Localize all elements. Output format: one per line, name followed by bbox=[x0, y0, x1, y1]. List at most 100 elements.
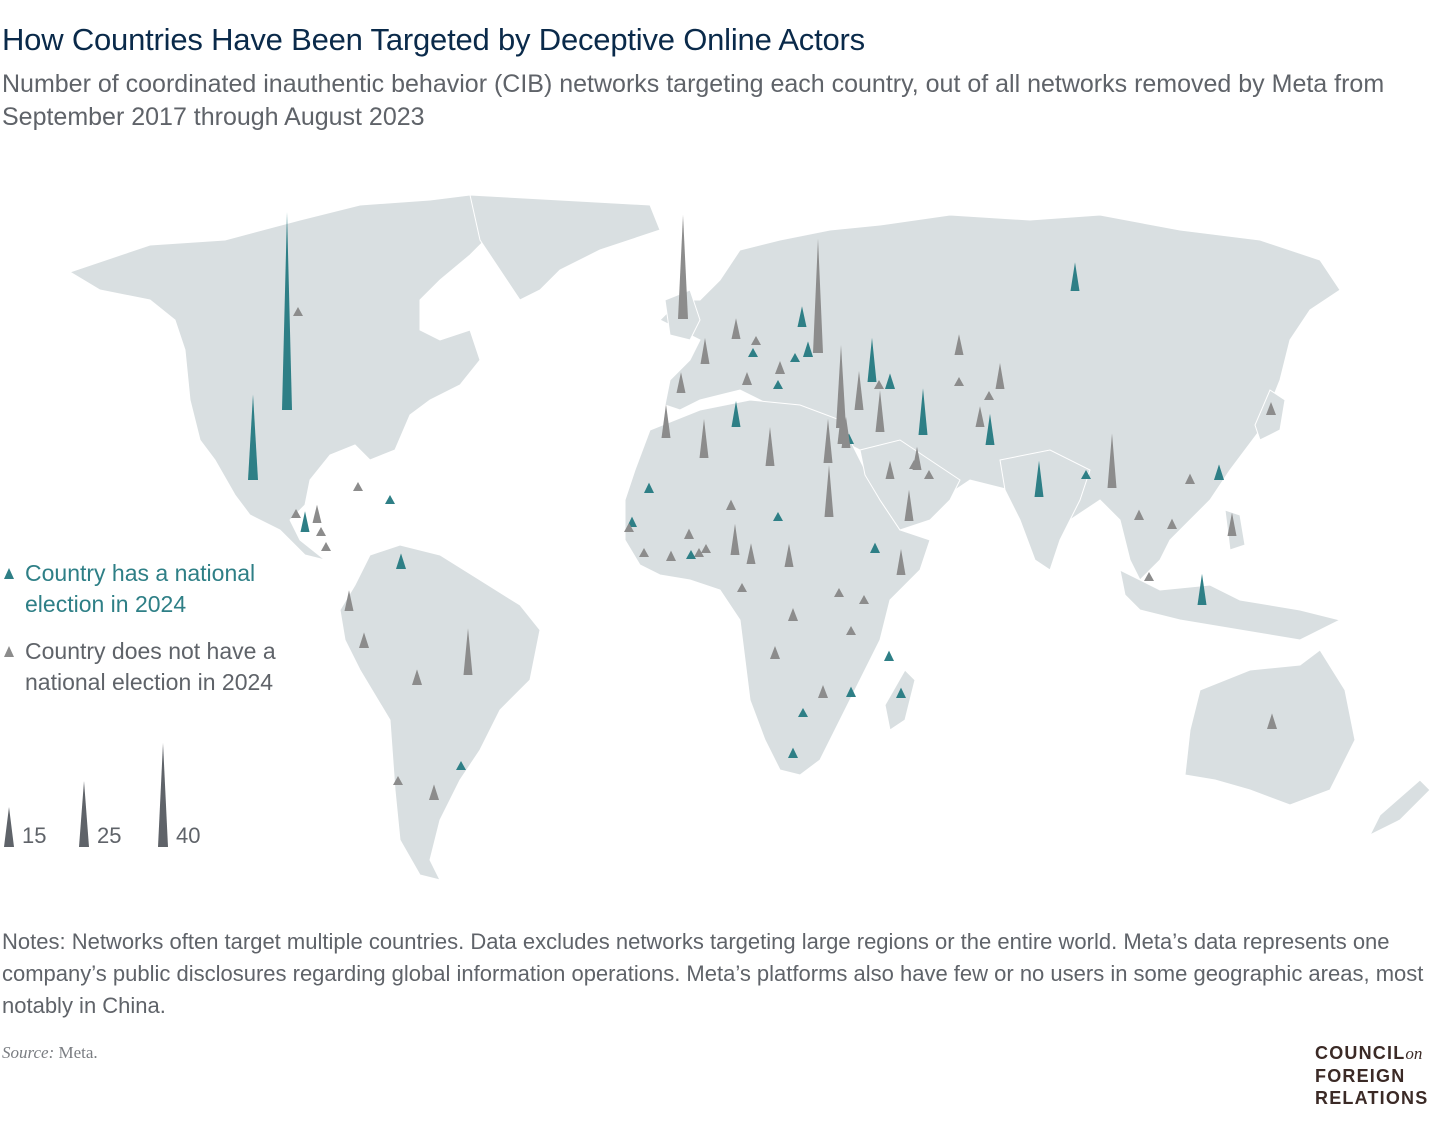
spike-sudan bbox=[824, 465, 834, 517]
scale-item-25: 25 bbox=[79, 781, 121, 847]
spike-15-icon bbox=[4, 807, 14, 847]
spike-russia bbox=[1070, 262, 1080, 291]
spike-ghana bbox=[686, 550, 696, 559]
spike-yemen bbox=[904, 489, 914, 521]
spike-guatemala bbox=[291, 509, 301, 518]
source-value: Meta. bbox=[58, 1043, 98, 1062]
spike-philippines bbox=[1227, 512, 1237, 536]
spike-dominican-republic bbox=[385, 495, 395, 504]
spike-kazakhstan bbox=[954, 334, 964, 355]
spike-malaysia bbox=[1144, 572, 1154, 581]
spike-sierra-leone bbox=[639, 548, 649, 557]
spike-mali bbox=[726, 499, 736, 510]
land-greenland bbox=[469, 194, 661, 301]
teal-triangle-icon bbox=[4, 568, 14, 579]
spike-armenia bbox=[874, 380, 884, 389]
spike-comoros bbox=[884, 650, 894, 661]
spike-vietnam bbox=[1167, 518, 1177, 529]
spike-honduras bbox=[312, 504, 322, 523]
spike-tanzania bbox=[846, 626, 856, 635]
spike-madagascar bbox=[896, 687, 906, 698]
spike-lithuania bbox=[797, 306, 807, 327]
spike-united-kingdom bbox=[678, 215, 688, 319]
spike-serbia bbox=[775, 361, 785, 374]
spike-zimbabwe bbox=[818, 685, 828, 698]
cfr-logo: COUNCILon FOREIGN RELATIONS bbox=[1315, 1042, 1428, 1109]
legend-election-label: Country has a national election in 2024 bbox=[25, 560, 256, 617]
land-south-america bbox=[339, 544, 541, 881]
spike-saudi-arabia bbox=[885, 460, 895, 479]
spike-syria bbox=[854, 371, 864, 410]
legend-election: Country has a national election in 2024 bbox=[4, 558, 324, 620]
scale-label-40: 40 bbox=[176, 823, 201, 848]
spike-ukraine bbox=[813, 238, 823, 353]
land-north-america bbox=[68, 194, 522, 561]
land-india bbox=[999, 449, 1091, 571]
spike-uae bbox=[924, 470, 934, 479]
spike-canada bbox=[293, 307, 303, 316]
spike-cote-d-ivoire bbox=[666, 550, 676, 561]
spike-thailand bbox=[1134, 509, 1144, 520]
land-madagascar bbox=[884, 669, 916, 731]
spike-israel bbox=[841, 416, 851, 448]
spike-uruguay bbox=[456, 761, 466, 770]
notes: Notes: Networks often target multiple co… bbox=[2, 929, 1424, 1018]
spike-bahrain bbox=[912, 446, 922, 470]
spike-25-icon bbox=[79, 781, 89, 847]
gray-triangle-icon bbox=[4, 646, 14, 657]
spike-kyrgyzstan bbox=[995, 363, 1005, 389]
spike-india bbox=[1034, 460, 1044, 497]
source-line: Source: Meta. bbox=[2, 1043, 98, 1063]
spike-scale-legend: 15 25 40 bbox=[4, 735, 234, 847]
spike-italy bbox=[742, 372, 752, 385]
spike-cameroon bbox=[746, 543, 756, 564]
spike-equatorial-guinea bbox=[737, 583, 747, 592]
source-label: Source: bbox=[2, 1043, 55, 1062]
page-title: How Countries Have Been Targeted by Dece… bbox=[2, 22, 865, 57]
spike-ethiopia bbox=[870, 542, 880, 553]
spike-nicaragua bbox=[316, 527, 326, 536]
spike-portugal bbox=[661, 404, 671, 438]
land-new-zealand bbox=[1368, 779, 1431, 837]
spike-mauritania bbox=[644, 482, 654, 493]
spike-azerbaijan bbox=[885, 373, 895, 389]
legend-no-election: Country does not have a national electio… bbox=[4, 636, 324, 698]
spike-uganda bbox=[834, 588, 844, 597]
spike-somalia bbox=[896, 549, 906, 575]
spike-china bbox=[1185, 473, 1195, 484]
legend: Country has a national election in 2024 … bbox=[4, 558, 324, 714]
logo-on: on bbox=[1405, 1044, 1423, 1063]
spike-costa-rica bbox=[321, 542, 331, 551]
spike-cuba bbox=[353, 482, 363, 491]
legend-no-election-label: Country does not have a national electio… bbox=[25, 638, 276, 695]
spike-venezuela bbox=[396, 553, 406, 569]
spike-central-african-republic bbox=[784, 543, 794, 567]
spike-gambia bbox=[624, 523, 634, 532]
scale-label-25: 25 bbox=[97, 823, 122, 848]
spike-dr-congo bbox=[788, 608, 798, 621]
spike-ecuador bbox=[344, 590, 354, 611]
spike-brazil bbox=[463, 628, 473, 675]
spike-pakistan bbox=[985, 413, 995, 445]
spike-myanmar bbox=[1107, 433, 1117, 488]
spike-moldova bbox=[803, 341, 813, 357]
spike-layer bbox=[248, 212, 1277, 800]
spike-north-macedonia bbox=[773, 380, 783, 389]
spike-south-africa bbox=[788, 747, 798, 758]
spike-uzbekistan bbox=[954, 377, 964, 386]
spike-libya bbox=[765, 427, 775, 466]
logo-line2: FOREIGN bbox=[1315, 1066, 1406, 1086]
scale-item-40: 40 bbox=[158, 743, 200, 847]
world-map bbox=[68, 194, 1431, 881]
scale-label-15: 15 bbox=[22, 823, 47, 848]
spike-mozambique bbox=[846, 686, 856, 697]
spike-kenya bbox=[859, 595, 869, 604]
spike-chile bbox=[393, 776, 403, 785]
spike-angola bbox=[770, 646, 780, 659]
spike-afghanistan bbox=[975, 406, 985, 427]
spike-nigeria bbox=[730, 523, 740, 555]
logo-line3: RELATIONS bbox=[1315, 1088, 1429, 1108]
spike-togo bbox=[694, 548, 704, 557]
land-arabia bbox=[859, 439, 961, 531]
spike-bolivia bbox=[412, 669, 422, 685]
